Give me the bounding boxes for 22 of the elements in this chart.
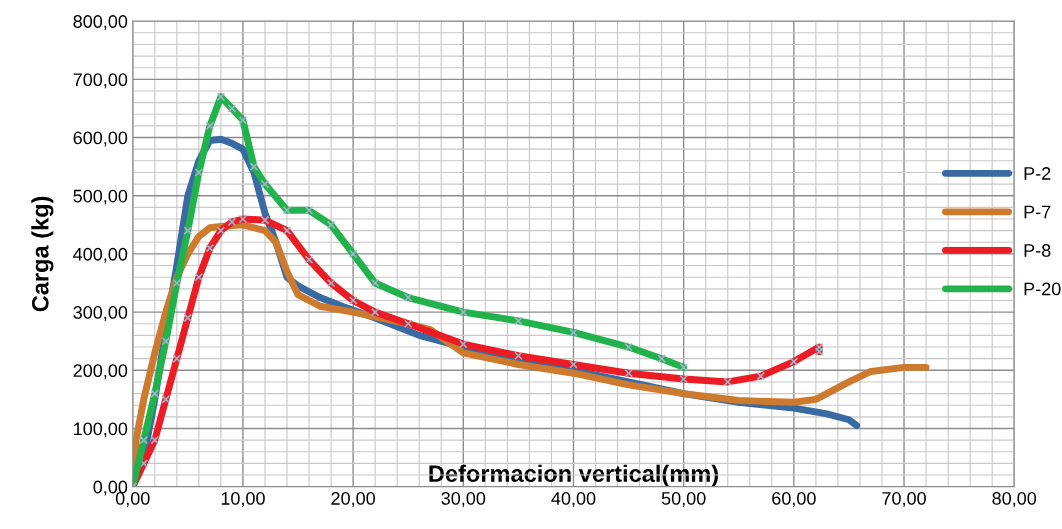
legend-label: P-20	[1024, 282, 1061, 296]
x-tick-label: 30,00	[441, 492, 486, 507]
x-tick-label: 60,00	[772, 492, 816, 507]
legend-label: P-7	[1024, 205, 1051, 219]
x-tick-label: 10,00	[221, 492, 265, 507]
x-axis-title: Deformacion vertical(mm)	[429, 464, 718, 487]
x-tick-label: 50,00	[661, 492, 706, 507]
y-tick-label: 400,00	[73, 247, 128, 263]
x-tick-label: 80,00	[992, 492, 1037, 507]
x-tick-label: 40,00	[551, 492, 596, 507]
y-tick-label: 100,00	[74, 422, 128, 438]
x-tick-label: 20,00	[331, 492, 375, 507]
legend-label: P-2	[1024, 167, 1051, 180]
y-tick-label: 200,00	[73, 364, 128, 380]
y-tick-label: 600,00	[73, 131, 128, 147]
y-tick-label: 300,00	[73, 306, 128, 321]
y-tick-label: 800,00	[73, 15, 128, 31]
y-axis-title: Carga (kg)	[31, 196, 54, 312]
y-tick-label: 700,00	[73, 73, 128, 89]
y-tick-label: 500,00	[73, 189, 128, 205]
x-tick-label: 70,00	[882, 492, 926, 507]
legend-label: P-8	[1024, 244, 1051, 257]
